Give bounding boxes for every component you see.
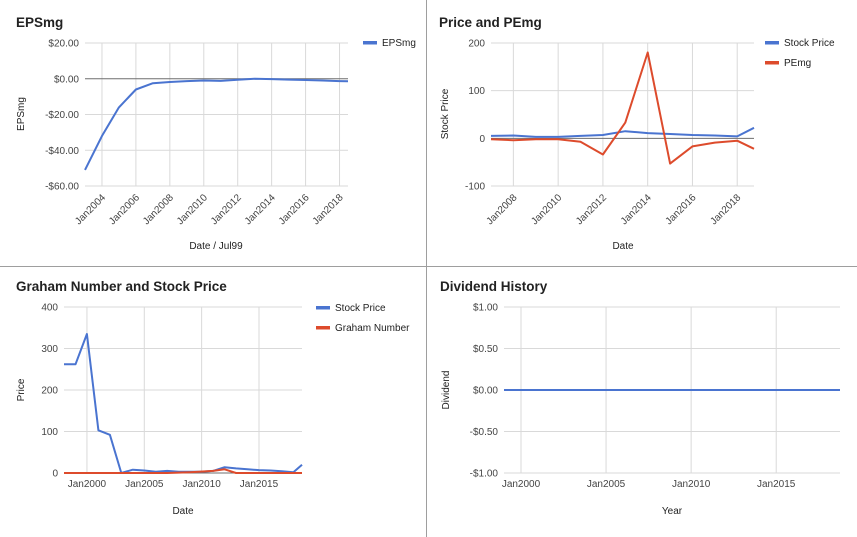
x-tick-label: Jan2006 [107, 192, 142, 227]
x-tick-label: Jan2004 [73, 192, 108, 227]
x-tick-label: Jan2008 [141, 192, 176, 227]
y-tick-label: 0 [52, 469, 58, 480]
y-tick-label: $0.00 [54, 74, 79, 85]
panel-dividend-history: Dividend History $1.00 $0.50 $0.00 -$0.50 -$1… [427, 267, 857, 537]
y-tick-label: -100 [465, 182, 485, 193]
x-axis-title: Date [612, 241, 634, 252]
legend-label-epsmg: EPSmg [382, 38, 416, 49]
horizontal-divider [0, 266, 857, 267]
y-tick-label: $0.50 [473, 344, 498, 355]
y-tick-label: $1.00 [473, 303, 498, 314]
y-tick-label: 0 [479, 134, 485, 145]
chart-title: Dividend History [440, 279, 548, 294]
chart-title: Price and PEmg [439, 15, 542, 30]
x-tick-label: Jan2016 [277, 192, 312, 227]
legend-label-pemg: PEmg [784, 58, 811, 69]
x-axis-title: Year [662, 506, 683, 517]
series-line-stock-price [64, 333, 303, 474]
x-tick-label: Jan2012 [209, 192, 244, 227]
y-axis-title: Price [16, 378, 27, 401]
x-tick-label: Jan2014 [243, 192, 278, 227]
series-line-stock-price [490, 126, 755, 138]
x-tick-label: Jan2005 [587, 479, 626, 490]
y-tick-label: -$40.00 [45, 146, 79, 157]
x-tick-label: Jan2014 [619, 192, 654, 227]
vertical-divider [426, 0, 427, 537]
y-tick-label: 100 [41, 427, 58, 438]
y-axis-title: EPSmg [16, 97, 27, 131]
x-tick-label: Jan2000 [68, 479, 107, 490]
x-tick-label: Jan2015 [757, 479, 796, 490]
legend-swatch-pemg [765, 61, 779, 65]
x-tick-label: Jan2010 [175, 192, 210, 227]
chart-title: Graham Number and Stock Price [16, 279, 227, 294]
panel-price-pemg: Price and PEmg 200 100 0 -100 Jan2008 Jan2010 J… [427, 0, 857, 266]
x-tick-label: Jan2018 [708, 192, 743, 227]
x-tick-label: Jan2016 [664, 192, 699, 227]
legend-swatch-stock-price [765, 41, 779, 45]
panel-epsmg: EPSmg $20.00 $0.00 -$20.00 -$40.00 -$60.00 Jan… [0, 0, 426, 266]
y-axis-title: Dividend [441, 371, 452, 410]
y-tick-label: 400 [41, 303, 58, 314]
x-tick-label: Jan2010 [529, 192, 564, 227]
legend-label-stock-price: Stock Price [335, 303, 386, 314]
x-tick-label: Jan2012 [574, 192, 609, 227]
x-axis-title: Date / Jul99 [189, 241, 243, 252]
series-line-graham-number [64, 468, 302, 474]
x-axis-title: Date [172, 506, 194, 517]
y-tick-label: 100 [468, 86, 485, 97]
chart-epsmg: EPSmg$20.00$0.00-$20.00-$40.00-$60.00Jan… [16, 15, 416, 252]
legend-swatch-graham-number [316, 326, 330, 330]
x-tick-label: Jan2010 [672, 479, 711, 490]
x-tick-label: Jan2000 [502, 479, 541, 490]
series-line-epsmg [84, 77, 349, 171]
y-tick-label: $0.00 [473, 386, 498, 397]
x-tick-label: Jan2018 [311, 192, 346, 227]
y-tick-label: -$0.50 [470, 427, 499, 438]
chart-dividend-history: Dividend History $1.00 $0.50 $0.00 -$0.50 -$1… [440, 279, 840, 517]
y-tick-label: $20.00 [48, 39, 79, 50]
legend-label-graham-number: Graham Number [335, 323, 410, 334]
legend-label-stock-price: Stock Price [784, 38, 835, 49]
legend-swatch-stock-price [316, 306, 330, 310]
legend-swatch-epsmg [363, 41, 377, 45]
y-tick-label: -$60.00 [45, 182, 79, 193]
y-tick-label: -$1.00 [470, 469, 499, 480]
y-tick-label: 300 [41, 344, 58, 355]
y-tick-label: 200 [468, 39, 485, 50]
chart-title: EPSmg [16, 15, 63, 30]
y-axis-title: Stock Price [440, 88, 451, 139]
series-line-pemg [490, 51, 755, 165]
x-tick-label: Jan2008 [485, 192, 520, 227]
x-tick-label: Jan2015 [240, 479, 279, 490]
y-tick-label: 200 [41, 386, 58, 397]
y-tick-label: -$20.00 [45, 110, 79, 121]
x-tick-label: Jan2005 [125, 479, 164, 490]
x-tick-label: Jan2010 [182, 479, 221, 490]
panel-graham-number: Graham Number and Stock Price 400 300 200 10… [0, 267, 426, 537]
chart-graham-number: Graham Number and Stock Price 400 300 200 10… [16, 279, 410, 517]
